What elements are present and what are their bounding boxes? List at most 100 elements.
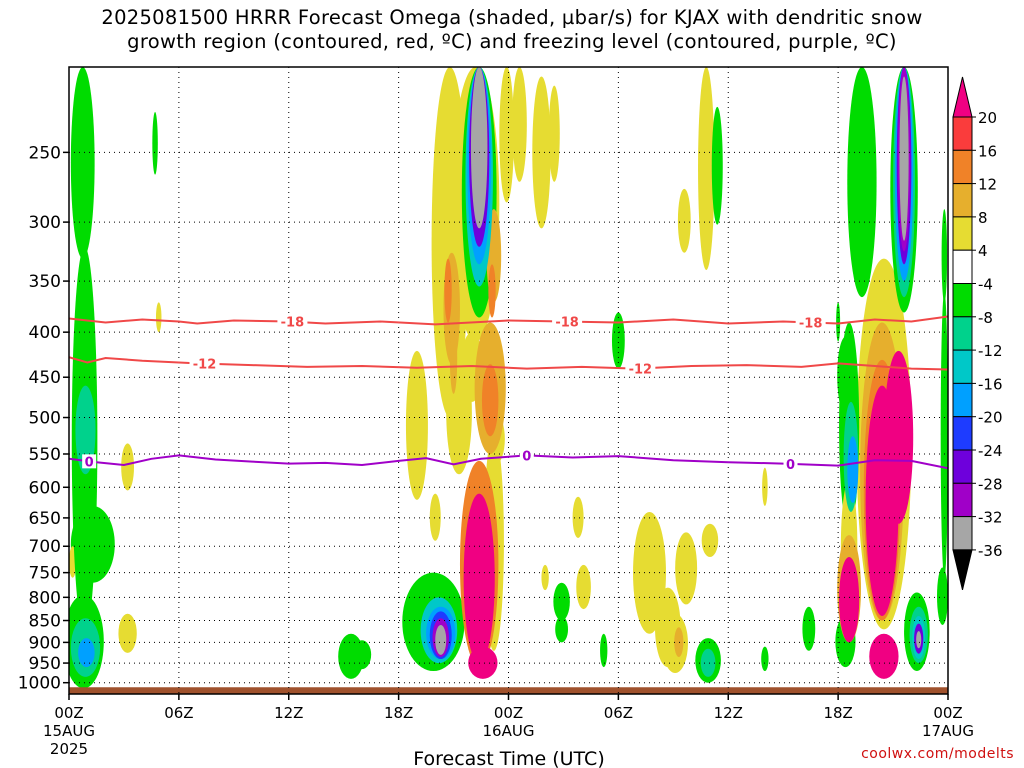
- colorbar-label: -32: [978, 509, 1003, 527]
- omega-cell: [899, 76, 909, 241]
- omega-cell: [444, 258, 452, 323]
- omega-shading: [69, 67, 948, 689]
- omega-cell: [576, 564, 591, 610]
- y-tick-label: 500: [29, 409, 61, 429]
- y-tick-label: 650: [29, 509, 61, 529]
- omega-cell: [675, 532, 698, 605]
- omega-cell: [553, 582, 570, 621]
- colorbar-label: -28: [978, 475, 1003, 493]
- omega-cell: [541, 564, 549, 591]
- colorbar-label: 8: [978, 209, 988, 227]
- y-tick-label: 850: [29, 612, 61, 632]
- y-tick-label: 950: [29, 654, 61, 674]
- colorbar-label: -16: [978, 375, 1003, 393]
- contour-lines: -18 -18 -18 -12 -12 0 0 0: [69, 314, 948, 473]
- colorbar-label: -24: [978, 442, 1003, 460]
- omega-cell: [700, 648, 716, 677]
- y-tick-label: 900: [29, 633, 61, 653]
- colorbar-label: -20: [978, 409, 1003, 427]
- omega-cell: [883, 350, 914, 524]
- y-tick-label: 400: [29, 323, 61, 343]
- y-tick-label: 550: [29, 445, 61, 465]
- omega-cell: [429, 493, 441, 541]
- omega-cell: [352, 640, 372, 670]
- omega-cell: [802, 606, 816, 651]
- omega-cell: [600, 633, 608, 668]
- colorbar-label: -36: [978, 542, 1003, 560]
- y-tick-label: 250: [29, 143, 61, 163]
- omega-cell: [711, 106, 723, 225]
- omega-cell: [674, 627, 684, 657]
- omega-cell: [481, 364, 499, 437]
- y-tick-label: 450: [29, 368, 61, 388]
- x-tick-date: 17AUG: [922, 722, 974, 740]
- x-tick-label: 18Z: [823, 704, 852, 722]
- omega-cell: [449, 322, 458, 394]
- x-tick-label: 18Z: [384, 704, 413, 722]
- omega-cell: [761, 646, 769, 672]
- omega-cell: [572, 496, 584, 538]
- y-tick-label: 800: [29, 588, 61, 608]
- ground-surface: [69, 687, 948, 694]
- colorbar-swatch: [952, 416, 973, 451]
- x-tick-label: 00Z: [494, 704, 523, 722]
- chart-title-line-2: growth region (contoured, red, ºC) and f…: [127, 30, 897, 53]
- contour-label: -12: [193, 358, 217, 373]
- contour-label: -18: [799, 316, 823, 331]
- omega-cell: [869, 633, 899, 679]
- contour-line: [69, 356, 948, 371]
- colorbar-swatch: [952, 183, 973, 218]
- omega-cell: [532, 76, 551, 229]
- colorbar: 20 16 12 8 4 -4 -8 -12 -16 -20 -24 -28 -32 -36: [952, 76, 1003, 591]
- contour-label: 0: [786, 458, 795, 473]
- x-tick-label: 06Z: [164, 704, 193, 722]
- contour-label-bg: [519, 448, 534, 463]
- omega-cell: [548, 85, 560, 182]
- colorbar-swatch: [952, 249, 973, 284]
- omega-cell: [463, 493, 495, 664]
- omega-cell: [121, 443, 135, 491]
- contour-label-bg: [625, 361, 656, 376]
- omega-cell: [937, 567, 948, 625]
- y-tick-label: 1000: [18, 674, 61, 694]
- colorbar-swatch: [952, 116, 973, 151]
- contour-line: [69, 454, 948, 470]
- colorbar-swatch: [952, 482, 973, 518]
- omega-cell: [70, 67, 95, 259]
- contour-label: -12: [629, 362, 653, 377]
- x-tick-date: 16AUG: [483, 722, 535, 740]
- colorbar-swatch: [952, 516, 973, 551]
- contour-label: -18: [281, 316, 305, 331]
- x-tick-label: 12Z: [714, 704, 743, 722]
- contour-label-bg: [552, 314, 583, 329]
- omega-cell: [75, 385, 96, 475]
- colorbar-swatch: [952, 216, 973, 251]
- omega-cell: [155, 302, 162, 333]
- colorbar-label: 12: [978, 176, 997, 194]
- colorbar-swatch: [952, 349, 973, 384]
- y-tick-label: 350: [29, 272, 61, 292]
- chart-title-line-1: 2025081500 HRRR Forecast Omega (shaded, …: [101, 6, 923, 29]
- colorbar-label: 20: [978, 109, 997, 127]
- omega-cell: [118, 613, 137, 653]
- colorbar-swatch: [952, 76, 973, 118]
- contour-label: -18: [555, 316, 579, 331]
- omega-cell: [847, 67, 877, 298]
- y-tick-label: 300: [29, 213, 61, 233]
- omega-cell: [941, 209, 948, 303]
- colorbar-label: 16: [978, 142, 997, 160]
- x-tick-label: 00Z: [933, 704, 962, 722]
- colorbar-label: -4: [978, 276, 993, 294]
- x-tick-date: 15AUG: [43, 722, 95, 740]
- contour-label-bg: [277, 314, 308, 329]
- colorbar-label: -8: [978, 309, 993, 327]
- y-tick-label: 700: [29, 537, 61, 557]
- colorbar-label: 4: [978, 242, 988, 260]
- contour-label: 0: [85, 455, 94, 470]
- omega-cell: [836, 302, 841, 342]
- omega-cell: [555, 615, 569, 643]
- x-axis-title: Forecast Time (UTC): [413, 748, 604, 768]
- omega-cell: [611, 312, 625, 369]
